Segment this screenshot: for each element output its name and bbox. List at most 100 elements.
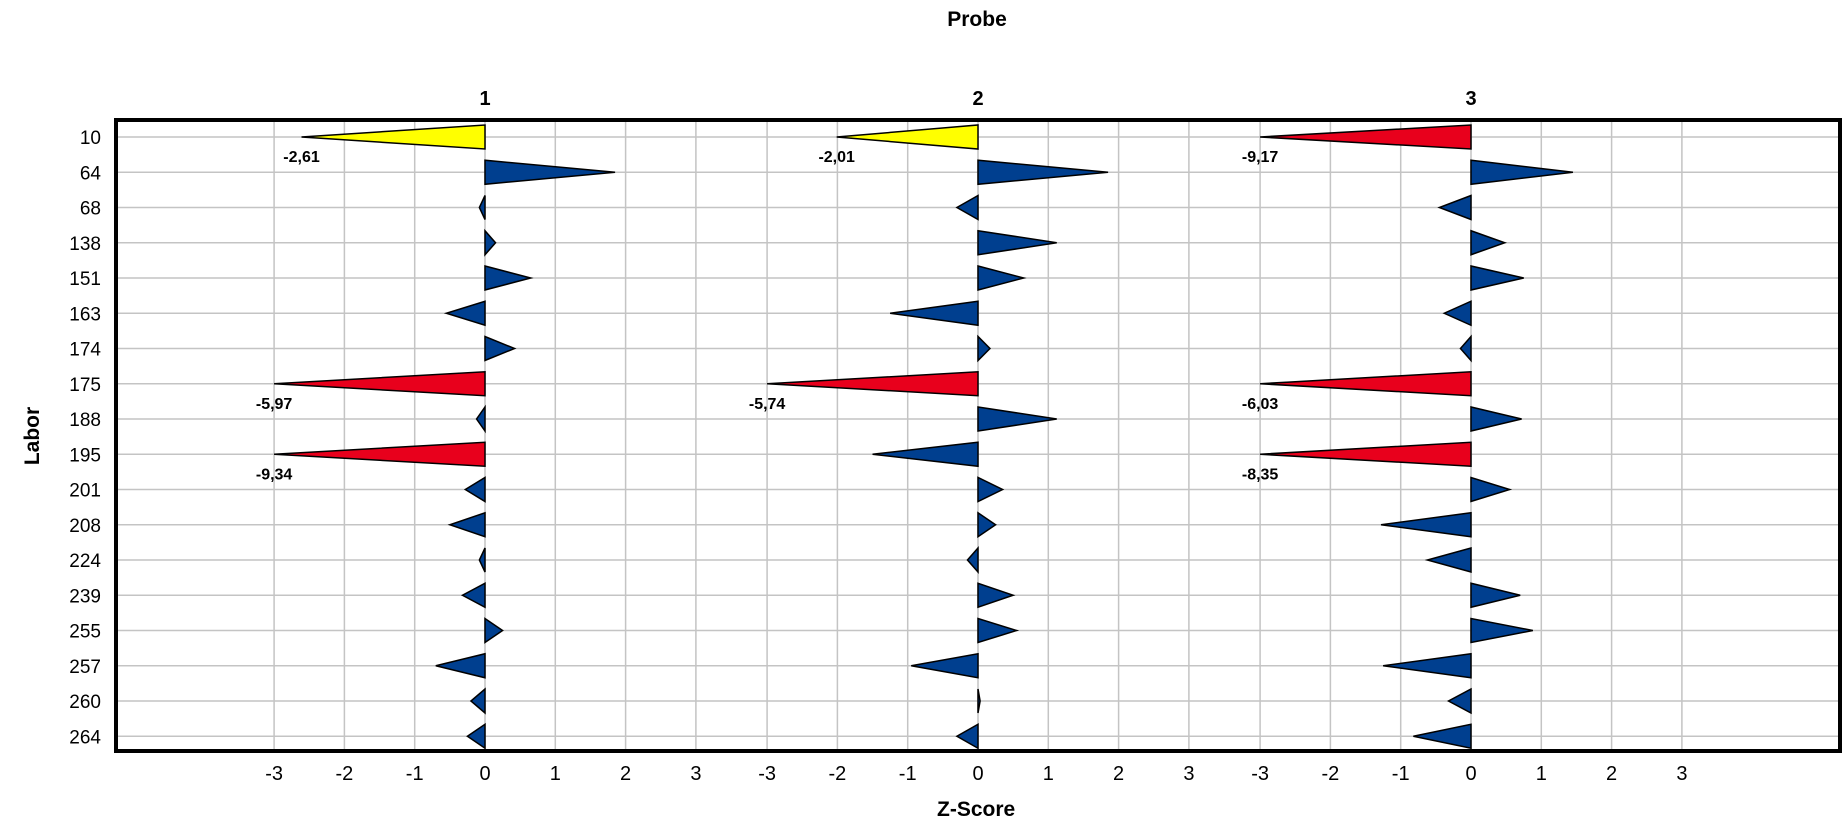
z-score-triangle [1260, 124, 1472, 150]
x-axis-title: Z-Score [937, 798, 1016, 821]
y-tick-label: 68 [80, 199, 101, 220]
z-score-triangle [274, 441, 486, 468]
z-score-triangle [1470, 229, 1507, 256]
y-tick-label: 255 [69, 622, 101, 643]
x-tick-label: 2 [1113, 763, 1124, 785]
x-tick-label: 3 [1183, 763, 1194, 785]
x-tick-label: -2 [1322, 763, 1340, 785]
y-tick-label: 138 [69, 234, 101, 255]
z-score-triangle [475, 404, 486, 434]
z-score-triangle [1470, 476, 1513, 503]
z-score-triangle [1470, 406, 1522, 432]
z-score-triangle [977, 265, 1027, 291]
value-label: -9,34 [256, 466, 293, 483]
z-score-triangle [274, 370, 486, 397]
x-tick-label: 3 [1676, 763, 1687, 785]
y-tick-label: 224 [69, 551, 101, 572]
z-score-triangle [872, 441, 979, 468]
z-score-triangle [466, 722, 486, 750]
y-tick-label: 10 [80, 128, 101, 149]
y-tick-label: 151 [69, 269, 101, 290]
z-score-triangle [301, 124, 486, 150]
z-score-triangle [767, 370, 979, 397]
plot-frame [114, 118, 1842, 753]
x-tick-label: 1 [1043, 763, 1054, 785]
x-tick-label: -3 [1251, 763, 1269, 785]
z-score-triangle [977, 688, 981, 714]
z-score-triangle [1424, 547, 1472, 573]
z-score-triangle [1470, 617, 1534, 644]
z-score-triangle [435, 652, 486, 679]
y-tick-label: 174 [69, 340, 101, 361]
y-tick-label: 208 [69, 516, 101, 537]
y-tick-label: 188 [69, 410, 101, 431]
z-score-triangle [977, 406, 1057, 432]
z-score-triangle [484, 228, 497, 257]
x-tick-label: -2 [336, 763, 354, 785]
x-tick-label: 3 [690, 763, 701, 785]
z-score-triangle [1383, 652, 1472, 679]
x-tick-label: 0 [1465, 763, 1476, 785]
z-score-triangle [484, 265, 534, 291]
x-tick-label: 0 [972, 763, 983, 785]
x-tick-label: -2 [829, 763, 847, 785]
z-score-triangle [977, 511, 997, 539]
y-tick-label: 195 [69, 445, 101, 466]
x-tick-label: -1 [1392, 763, 1410, 785]
y-tick-label: 163 [69, 304, 101, 325]
value-label: -5,74 [749, 396, 786, 413]
z-score-triangle [478, 195, 486, 220]
z-score-triangle [1260, 441, 1472, 468]
z-score-triangle [1442, 300, 1472, 327]
value-label: -9,17 [1242, 149, 1279, 166]
y-tick-label: 260 [69, 692, 101, 713]
x-tick-label: -1 [406, 763, 424, 785]
z-score-triangle [1437, 194, 1472, 221]
z-score-triangle [1459, 334, 1472, 363]
z-score-triangle [977, 476, 1005, 503]
z-score-triangle [890, 300, 979, 327]
z-score-triangle [977, 617, 1020, 644]
z-score-triangle [955, 194, 979, 221]
z-score-triangle [977, 229, 1057, 256]
z-score-triangle [1260, 370, 1472, 397]
z-score-triangle [443, 300, 486, 327]
x-tick-label: 1 [550, 763, 561, 785]
y-tick-label: 257 [69, 657, 101, 678]
y-tick-label: 64 [80, 163, 102, 184]
z-score-triangle [1470, 582, 1521, 609]
z-score-triangle [484, 335, 517, 362]
z-score-triangle [1380, 511, 1472, 538]
z-score-triangle [1470, 265, 1524, 291]
y-tick-label: 264 [69, 727, 101, 748]
z-score-triangle [463, 476, 486, 503]
z-score-triangle [977, 334, 992, 363]
z-score-triangle [469, 687, 486, 715]
value-label: -2,61 [283, 149, 320, 166]
x-tick-label: -3 [265, 763, 283, 785]
z-score-triangle [977, 582, 1016, 609]
panel-title-2: 2 [972, 88, 984, 110]
z-score-triangle [1413, 723, 1472, 750]
y-tick-label: 175 [69, 375, 101, 396]
x-tick-label: -1 [899, 763, 917, 785]
z-score-triangle [478, 547, 486, 573]
x-tick-label: 2 [620, 763, 631, 785]
z-score-triangle [911, 652, 979, 679]
z-score-triangle [484, 617, 504, 644]
x-tick-label: 2 [1606, 763, 1617, 785]
x-tick-label: 1 [1536, 763, 1547, 785]
value-label: -5,97 [256, 396, 293, 413]
z-score-triangle [1446, 687, 1472, 715]
value-label: -6,03 [1242, 396, 1279, 413]
panel-title-3: 3 [1465, 88, 1477, 110]
x-tick-label: 0 [479, 763, 490, 785]
z-score-triangle [460, 581, 486, 609]
z-score-triangle [447, 511, 486, 538]
chart-title: Probe [947, 8, 1007, 31]
x-tick-label: -3 [758, 763, 776, 785]
z-score-triangle [977, 159, 1109, 186]
value-label: -8,35 [1242, 466, 1279, 483]
y-tick-label: 201 [69, 481, 101, 502]
